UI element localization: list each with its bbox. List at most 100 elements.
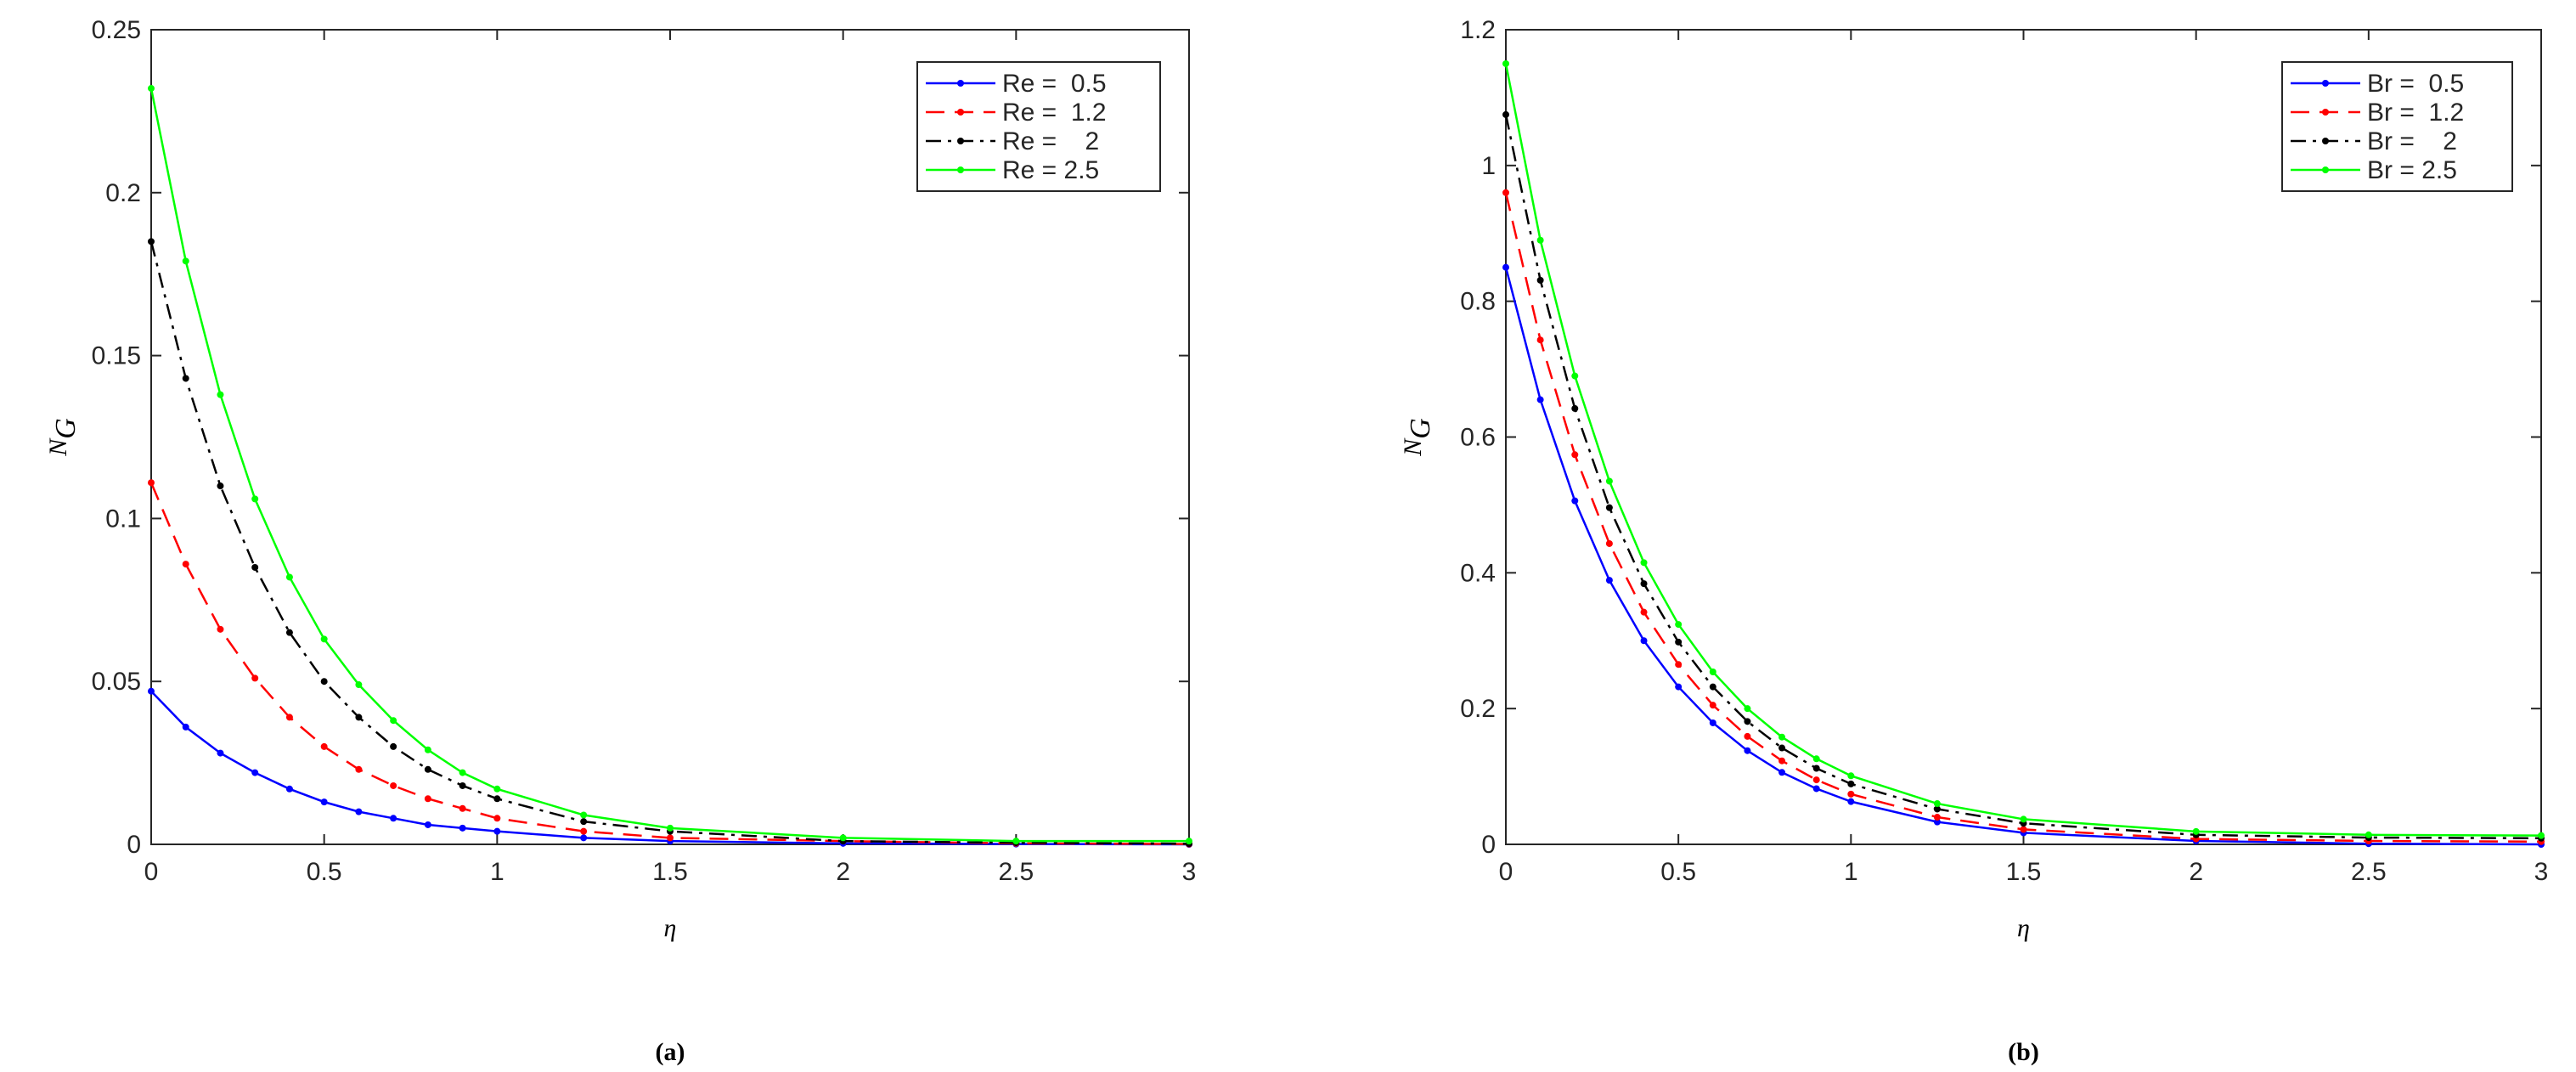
point-marker bbox=[1933, 805, 1941, 813]
point-marker bbox=[1847, 772, 1855, 780]
x-tick-label: 0 bbox=[144, 858, 159, 886]
point-marker bbox=[182, 375, 189, 382]
point-marker bbox=[459, 824, 466, 832]
y-tick-label: 0.8 bbox=[1460, 288, 1496, 316]
series-line bbox=[150, 690, 1190, 846]
series-line bbox=[1504, 114, 2542, 840]
x-axis-label: η bbox=[2017, 914, 2030, 942]
y-tick-label: 0 bbox=[127, 831, 141, 859]
point-marker bbox=[424, 795, 431, 803]
y-axis-label-main: N bbox=[44, 437, 72, 457]
point-marker bbox=[390, 781, 397, 789]
point-marker bbox=[1812, 776, 1820, 784]
point-marker bbox=[1675, 621, 1683, 629]
point-marker bbox=[459, 781, 466, 789]
point-marker bbox=[1571, 372, 1579, 380]
y-axis-label: NG bbox=[1399, 418, 1436, 457]
y-tick-label: 1.2 bbox=[1460, 16, 1496, 44]
point-marker bbox=[1675, 661, 1683, 669]
point-marker bbox=[1744, 747, 1751, 754]
point-marker bbox=[1744, 705, 1751, 713]
series-line bbox=[1504, 267, 2542, 846]
point-marker bbox=[2538, 832, 2545, 839]
point-marker bbox=[1812, 765, 1820, 772]
point-marker bbox=[1186, 838, 1192, 845]
point-marker bbox=[1709, 702, 1716, 709]
y-tick-label: 0.2 bbox=[1460, 695, 1496, 723]
legend-label: Re = 0.5 bbox=[1002, 70, 1107, 98]
x-tick-label: 0 bbox=[1499, 858, 1513, 886]
series-line bbox=[1504, 192, 2542, 843]
point-marker bbox=[1640, 608, 1648, 616]
point-marker bbox=[355, 765, 363, 773]
series-line bbox=[149, 482, 1190, 845]
y-tick-label: 0.2 bbox=[105, 179, 141, 207]
point-marker bbox=[1571, 404, 1579, 412]
legend-marker bbox=[957, 109, 964, 116]
point-marker bbox=[2192, 827, 2200, 835]
x-tick-label: 2 bbox=[2189, 858, 2203, 886]
y-axis-label-sub: G bbox=[1405, 418, 1436, 439]
point-marker bbox=[580, 811, 588, 819]
y-axis-label-sub: G bbox=[50, 418, 82, 439]
legend-marker bbox=[2322, 109, 2329, 116]
point-marker bbox=[148, 687, 155, 695]
point-marker bbox=[1640, 580, 1648, 588]
x-tick-label: 2.5 bbox=[998, 858, 1034, 886]
point-marker bbox=[1502, 59, 1509, 67]
point-marker bbox=[1744, 718, 1751, 725]
point-marker bbox=[424, 746, 431, 753]
point-marker bbox=[1640, 559, 1648, 567]
point-marker bbox=[217, 482, 224, 490]
x-tick-label: 1.5 bbox=[652, 858, 688, 886]
y-tick-label: 0.15 bbox=[92, 342, 141, 370]
point-marker bbox=[839, 834, 847, 842]
point-marker bbox=[320, 635, 328, 643]
point-marker bbox=[424, 821, 431, 828]
point-marker bbox=[217, 749, 224, 757]
x-tick-label: 3 bbox=[1182, 858, 1197, 886]
series-line bbox=[149, 87, 1189, 843]
point-marker bbox=[285, 714, 293, 721]
legend-marker bbox=[2322, 80, 2329, 87]
legend-marker bbox=[2322, 138, 2329, 144]
legend-marker bbox=[957, 80, 964, 87]
series-line bbox=[1504, 63, 2542, 837]
x-tick-label: 1 bbox=[1844, 858, 1858, 886]
point-marker bbox=[182, 561, 189, 568]
point-marker bbox=[1536, 236, 1544, 244]
y-tick-label: 0.1 bbox=[105, 505, 141, 533]
legend-label: Br = 0.5 bbox=[2367, 70, 2464, 98]
point-marker bbox=[251, 674, 259, 682]
caption: (b) bbox=[2008, 1038, 2039, 1066]
point-marker bbox=[1847, 798, 1855, 805]
x-tick-label: 0.5 bbox=[1660, 858, 1696, 886]
point-marker bbox=[1605, 577, 1613, 584]
point-marker bbox=[1502, 189, 1509, 196]
point-marker bbox=[580, 827, 588, 835]
point-marker bbox=[1933, 800, 1941, 808]
y-tick-label: 0 bbox=[1481, 831, 1496, 859]
point-marker bbox=[1778, 769, 1786, 776]
point-marker bbox=[355, 808, 363, 815]
point-marker bbox=[493, 815, 501, 822]
legend-marker bbox=[957, 138, 964, 144]
point-marker bbox=[251, 495, 259, 503]
point-marker bbox=[320, 678, 328, 686]
legend-label: Br = 1.2 bbox=[2367, 99, 2464, 127]
point-marker bbox=[1640, 637, 1648, 645]
point-marker bbox=[493, 785, 501, 793]
point-marker bbox=[424, 765, 431, 773]
point-marker bbox=[285, 785, 293, 793]
y-tick-label: 0.05 bbox=[92, 668, 141, 696]
point-marker bbox=[493, 795, 501, 803]
x-tick-label: 2.5 bbox=[2351, 858, 2387, 886]
point-marker bbox=[493, 827, 501, 835]
point-marker bbox=[1571, 497, 1579, 505]
point-marker bbox=[1675, 638, 1683, 646]
point-marker bbox=[1605, 504, 1613, 511]
point-marker bbox=[2020, 826, 2027, 833]
point-marker bbox=[2020, 815, 2027, 823]
point-marker bbox=[459, 769, 466, 776]
